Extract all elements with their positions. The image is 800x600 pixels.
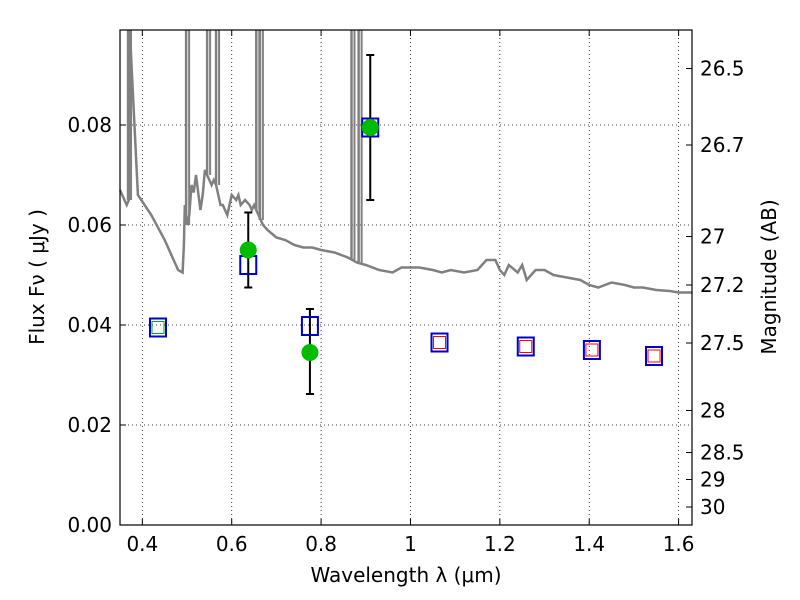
model-box-marker [516, 336, 535, 357]
x-tick-label: 1 [404, 532, 417, 556]
axis-ticks: 0.4 0.6 0.8 1 1.2 1.4 1.6 0.00 0.02 0.04 0.06 0.08 2… [67, 30, 745, 556]
y-tick-right-label: 27.5 [700, 331, 745, 355]
y-tick-right-label: 28.5 [700, 441, 745, 465]
model-box-marker [300, 316, 319, 336]
observed-point [301, 344, 319, 361]
y-tick-label: 0.08 [67, 113, 112, 137]
observed-point [361, 119, 379, 136]
x-tick-label: 1.2 [484, 532, 516, 556]
observed-point [239, 241, 257, 259]
spectrum-line [118, 29, 692, 294]
y-tick-right-label: 26.5 [700, 57, 745, 81]
model-inner-marker [151, 321, 165, 334]
model-box-marker [430, 332, 449, 353]
y-tick-right-label: 29 [700, 468, 725, 492]
x-tick-label: 0.6 [216, 532, 248, 556]
y-axis-right-label: Magnitude (AB) [757, 199, 781, 354]
y-tick-label: 0.06 [67, 213, 112, 237]
y-axis-label: Flux Fν ( μJy ) [25, 209, 49, 345]
y-tick-right-label: 27 [700, 225, 725, 249]
y-tick-label: 0.04 [67, 313, 112, 337]
y-tick-right-label: 26.7 [700, 133, 745, 157]
model-inner-marker [519, 340, 533, 353]
model-box-marker [645, 346, 664, 366]
x-tick-label: 0.4 [126, 532, 158, 556]
model-spectrum [118, 29, 692, 294]
data-markers [148, 54, 664, 395]
x-axis-label: Wavelength λ (μm) [310, 563, 501, 587]
x-tick-label: 1.6 [663, 532, 695, 556]
y-tick-right-label: 27.2 [700, 273, 745, 297]
model-inner-marker [585, 343, 599, 357]
y-tick-right-label: 30 [700, 495, 725, 519]
model-inner-marker [433, 336, 447, 349]
plot-frame [119, 29, 693, 526]
model-box-marker [148, 317, 167, 338]
model-inner-marker [647, 349, 661, 363]
y-tick-label: 0.00 [67, 513, 112, 537]
y-tick-label: 0.02 [67, 413, 112, 437]
y-tick-right-label: 28 [700, 399, 725, 423]
model-box-marker [582, 340, 601, 360]
grid-lines [120, 30, 692, 526]
x-tick-label: 1.4 [573, 532, 605, 556]
x-tick-label: 0.8 [305, 532, 337, 556]
